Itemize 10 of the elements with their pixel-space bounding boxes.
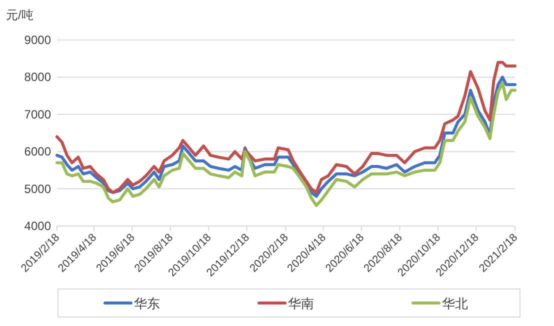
y-tick-label: 9000 xyxy=(24,33,52,47)
y-tick-label: 5000 xyxy=(24,182,52,196)
y-tick-label: 4000 xyxy=(24,219,52,233)
y-tick-label: 8000 xyxy=(24,70,52,84)
y-tick-label: 7000 xyxy=(24,107,52,122)
legend-label: 华南 xyxy=(288,296,314,311)
legend-label: 华北 xyxy=(442,296,468,311)
ylabel: 元/吨 xyxy=(6,8,34,22)
legend-label: 华东 xyxy=(134,296,160,311)
y-tick-label: 6000 xyxy=(24,144,52,159)
